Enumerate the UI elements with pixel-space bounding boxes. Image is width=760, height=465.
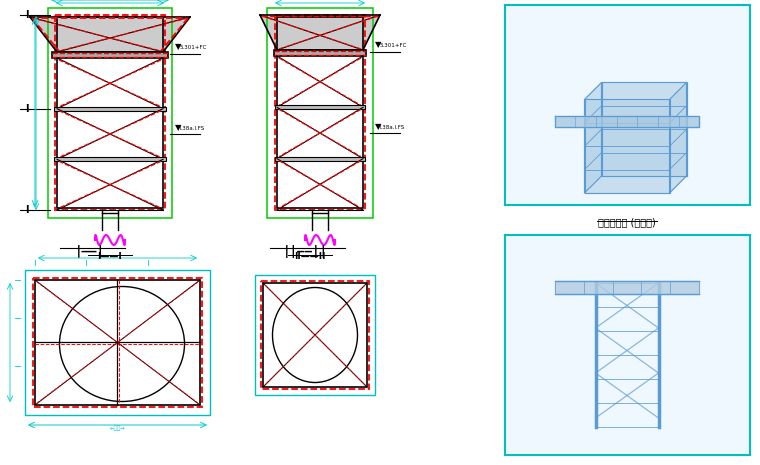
Text: l.38a.l.FS: l.38a.l.FS [180,126,205,131]
Bar [33,278,202,407]
Polygon shape [601,82,686,176]
Polygon shape [30,17,190,52]
Text: l.38a.l.FS: l.38a.l.FS [380,125,405,130]
Bar [505,235,750,455]
Bar [35,280,200,405]
Bar [277,17,363,208]
Bar [505,5,750,205]
Bar [54,106,166,111]
Polygon shape [555,281,699,294]
Text: I: I [25,10,29,20]
Text: |——|: |——| [75,245,105,258]
Polygon shape [670,82,686,193]
Text: 5.301+FC: 5.301+FC [180,45,207,50]
Polygon shape [596,283,658,427]
Text: ▼: ▼ [375,40,382,49]
Text: ▼: ▼ [375,122,382,131]
Text: I——I: I——I [97,252,122,261]
Bar [275,106,365,109]
Polygon shape [555,117,699,126]
Polygon shape [260,15,380,50]
Text: I: I [25,205,29,215]
Text: 5.301+FC: 5.301+FC [380,43,407,48]
Bar [54,157,166,161]
Bar [263,283,367,387]
Text: I: I [25,104,29,113]
Bar [274,50,366,56]
Bar [261,281,369,389]
Text: ||——||: ||——|| [283,245,328,258]
Text: II——II: II——II [294,252,326,261]
Polygon shape [584,100,670,193]
Bar [48,8,172,218]
Bar [275,15,365,210]
Bar [52,52,168,58]
Bar [267,8,373,218]
Bar [55,15,165,210]
Text: 二维效果图 (桁樱头): 二维效果图 (桁樱头) [598,217,656,227]
Text: ▼: ▼ [175,123,182,132]
Bar [25,270,210,415]
Bar [275,157,365,161]
Bar [255,275,375,395]
Polygon shape [584,82,601,193]
Text: ←总宽→: ←总宽→ [109,425,125,431]
Text: ▼: ▼ [175,42,182,51]
Bar [57,17,163,208]
